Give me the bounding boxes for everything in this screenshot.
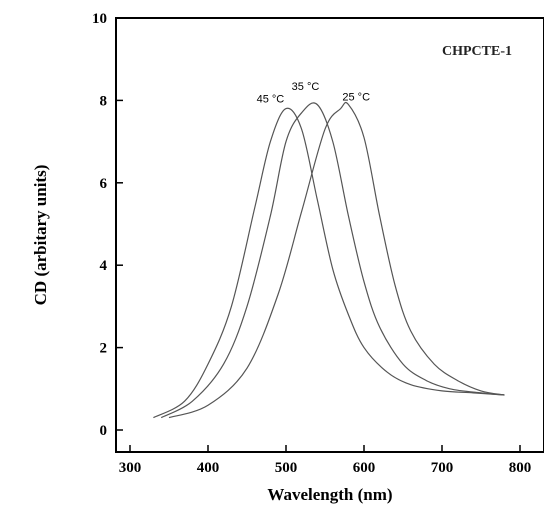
curve-series-0 (153, 107, 505, 419)
y-tick-label: 4 (100, 258, 108, 274)
y-tick-label: 10 (92, 11, 107, 27)
y-axis-ticks: 0 2 4 6 8 10 (92, 11, 123, 439)
x-tick-label: 600 (353, 460, 376, 476)
y-tick-label: 0 (100, 423, 108, 439)
y-tick-label: 6 (100, 176, 108, 192)
x-tick-label: 400 (197, 460, 220, 476)
curve-label-1: 35 °C (292, 81, 320, 93)
y-axis-title: CD (arbitary units) (31, 165, 50, 306)
sample-label: CHPCTE-1 (442, 44, 512, 59)
x-tick-label: 700 (431, 460, 454, 476)
y-tick-label: 2 (100, 341, 108, 357)
curve-labels: 45 °C 35 °C 25 °C (257, 81, 370, 105)
y-tick-label: 8 (100, 93, 108, 109)
curve-label-0: 45 °C (257, 93, 285, 105)
curve-label-2: 25 °C (342, 91, 370, 103)
x-tick-label: 300 (119, 460, 142, 476)
curve-series-1 (160, 102, 505, 419)
x-tick-label: 800 (509, 460, 532, 476)
x-axis-ticks: 300 400 500 600 700 800 (119, 445, 532, 476)
x-tick-label: 500 (275, 460, 298, 476)
plot-frame (115, 17, 544, 453)
curve-series-2 (168, 101, 505, 419)
curves (153, 101, 505, 419)
x-axis-title: Wavelength (nm) (267, 485, 392, 504)
